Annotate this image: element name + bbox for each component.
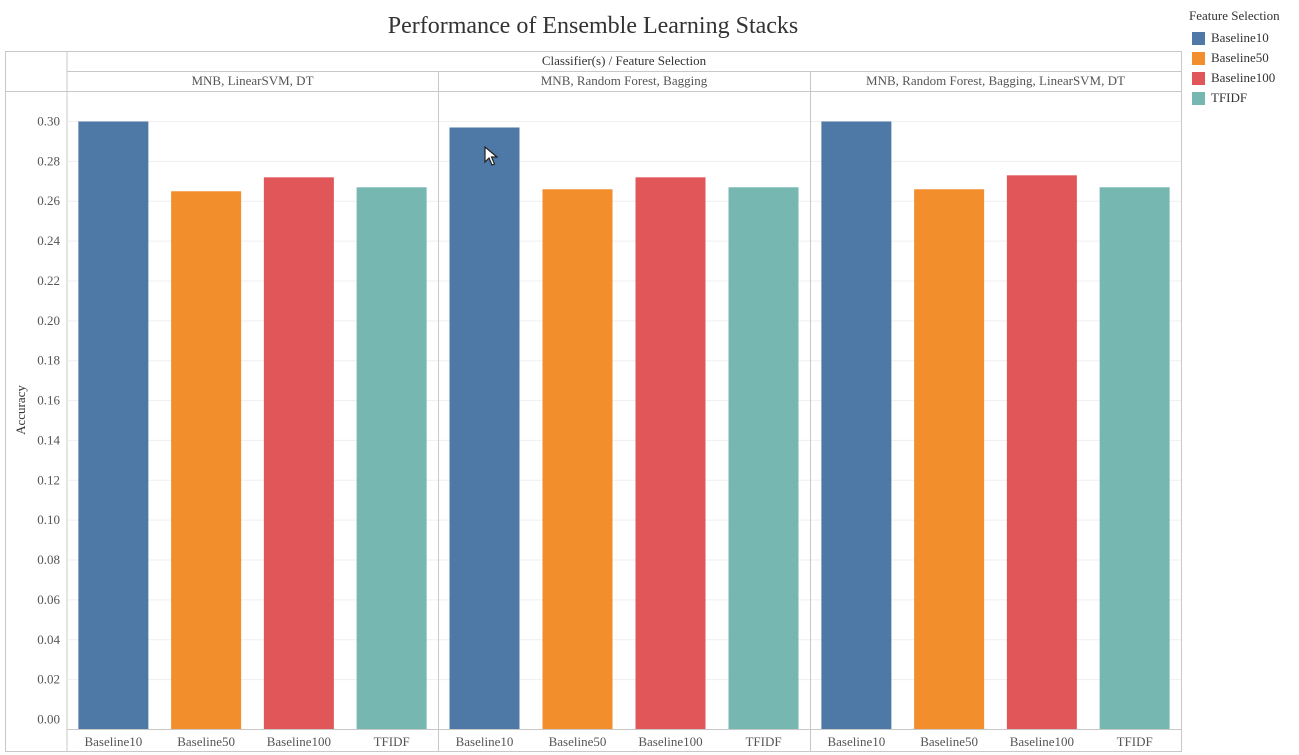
bar <box>78 121 149 729</box>
legend-swatch <box>1192 51 1205 65</box>
y-tick-label: 0.10 <box>37 512 60 527</box>
x-tick-label: Baseline100 <box>638 734 702 749</box>
legend-label: TFIDF <box>1211 90 1248 105</box>
bar <box>1099 187 1170 729</box>
legend-label: Baseline50 <box>1211 50 1269 65</box>
y-tick-label: 0.20 <box>37 313 60 328</box>
x-tick-label: Baseline100 <box>1010 734 1074 749</box>
mouse-cursor-icon <box>484 146 498 166</box>
chart-title: Performance of Ensemble Learning Stacks <box>388 13 799 39</box>
x-tick-label: Baseline10 <box>827 734 885 749</box>
bar <box>1006 175 1077 729</box>
y-tick-label: 0.04 <box>37 632 60 647</box>
column-header: Classifier(s) / Feature Selection <box>542 53 707 68</box>
bar <box>356 187 427 729</box>
legend-item[interactable]: Baseline50 <box>1189 48 1297 68</box>
y-tick-label: 0.16 <box>37 393 60 408</box>
y-tick-label: 0.26 <box>37 193 60 208</box>
legend-swatch <box>1192 71 1205 85</box>
bar <box>635 177 706 729</box>
y-axis-label: Accuracy <box>13 385 28 435</box>
x-tick-label: Baseline50 <box>177 734 235 749</box>
x-tick-label: Baseline50 <box>920 734 978 749</box>
bar <box>821 121 892 729</box>
bar <box>263 177 334 729</box>
legend-item[interactable]: TFIDF <box>1189 88 1297 108</box>
bar <box>728 187 799 729</box>
y-tick-label: 0.02 <box>37 672 60 687</box>
x-tick-label: TFIDF <box>745 734 781 749</box>
x-tick-label: Baseline50 <box>549 734 607 749</box>
panel-label: MNB, Random Forest, Bagging, LinearSVM, … <box>866 73 1125 88</box>
bar <box>914 189 985 730</box>
legend-swatch <box>1192 31 1205 45</box>
y-tick-label: 0.08 <box>37 552 60 567</box>
y-tick-label: 0.30 <box>37 114 60 129</box>
x-tick-label: Baseline10 <box>456 734 514 749</box>
x-tick-label: Baseline10 <box>84 734 142 749</box>
x-tick-label: TFIDF <box>374 734 410 749</box>
bar <box>171 191 242 729</box>
legend-title: Feature Selection <box>1189 8 1280 23</box>
y-tick-label: 0.28 <box>37 153 60 168</box>
x-tick-label: Baseline100 <box>267 734 331 749</box>
panel-label: MNB, LinearSVM, DT <box>191 73 313 88</box>
legend-item[interactable]: Baseline100 <box>1189 68 1297 88</box>
chart-frame <box>5 51 1182 752</box>
bar <box>542 189 613 730</box>
y-tick-label: 0.12 <box>37 472 60 487</box>
y-tick-label: 0.18 <box>37 353 60 368</box>
bar <box>449 127 520 730</box>
x-tick-label: TFIDF <box>1117 734 1153 749</box>
legend-swatch <box>1192 91 1205 105</box>
legend-item[interactable]: Baseline10 <box>1189 28 1297 48</box>
legend-label: Baseline10 <box>1211 30 1269 45</box>
y-tick-label: 0.22 <box>37 273 60 288</box>
y-tick-label: 0.14 <box>37 432 60 447</box>
y-tick-label: 0.24 <box>37 233 60 248</box>
y-tick-label: 0.00 <box>37 712 60 727</box>
legend-label: Baseline100 <box>1211 70 1276 85</box>
y-tick-label: 0.06 <box>37 592 60 607</box>
panel-label: MNB, Random Forest, Bagging <box>541 73 708 88</box>
legend: Feature Selection Baseline10 Baseline50 Ba… <box>1189 8 1297 108</box>
